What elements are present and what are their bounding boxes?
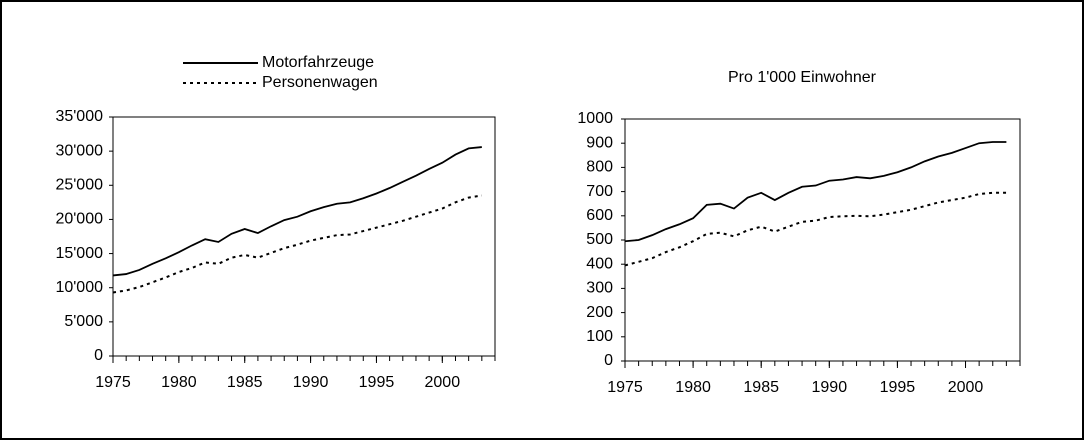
- y-tick-label: 0: [604, 352, 613, 369]
- y-tick-label: 10'000: [55, 279, 103, 296]
- legend-label: Personenwagen: [262, 74, 378, 91]
- x-tick-label: 1980: [675, 379, 711, 396]
- data-line: [624, 191, 1007, 267]
- y-tick-label: 500: [586, 231, 613, 248]
- plot-frame: [112, 116, 496, 357]
- y-tick-label: 15'000: [55, 245, 103, 262]
- x-tick-label: 1975: [95, 374, 131, 391]
- y-tick-label: 800: [586, 159, 613, 176]
- y-tick-label: 100: [586, 328, 613, 345]
- y-tick-label: 25'000: [55, 177, 103, 194]
- chart-title: Pro 1'000 Einwohner: [728, 69, 877, 86]
- x-tick-label: 1985: [227, 374, 263, 391]
- y-tick-label: 1000: [577, 110, 613, 127]
- y-tick-label: 35'000: [55, 108, 103, 125]
- y-tick-label: 5'000: [64, 313, 103, 330]
- y-tick-label: 30'000: [55, 142, 103, 159]
- x-tick-label: 1985: [743, 379, 779, 396]
- x-tick-label: 1980: [161, 374, 197, 391]
- y-tick-label: 900: [586, 134, 613, 151]
- y-tick-label: 200: [586, 304, 613, 321]
- x-tick-label: 1990: [812, 379, 848, 396]
- y-tick-label: 700: [586, 183, 613, 200]
- x-tick-label: 1995: [359, 374, 395, 391]
- y-tick-label: 20'000: [55, 211, 103, 228]
- x-tick-label: 1975: [607, 379, 643, 396]
- y-tick-label: 600: [586, 207, 613, 224]
- y-tick-label: 0: [94, 347, 103, 364]
- data-line: [112, 194, 482, 294]
- x-tick-label: 1990: [293, 374, 329, 391]
- x-tick-label: 2000: [425, 374, 461, 391]
- legend-label: Motorfahrzeuge: [262, 54, 374, 71]
- data-line: [624, 141, 1007, 243]
- x-tick-label: 2000: [948, 379, 984, 396]
- x-tick-label: 1995: [880, 379, 916, 396]
- y-tick-label: 300: [586, 280, 613, 297]
- data-line: [112, 146, 482, 277]
- y-tick-label: 400: [586, 255, 613, 272]
